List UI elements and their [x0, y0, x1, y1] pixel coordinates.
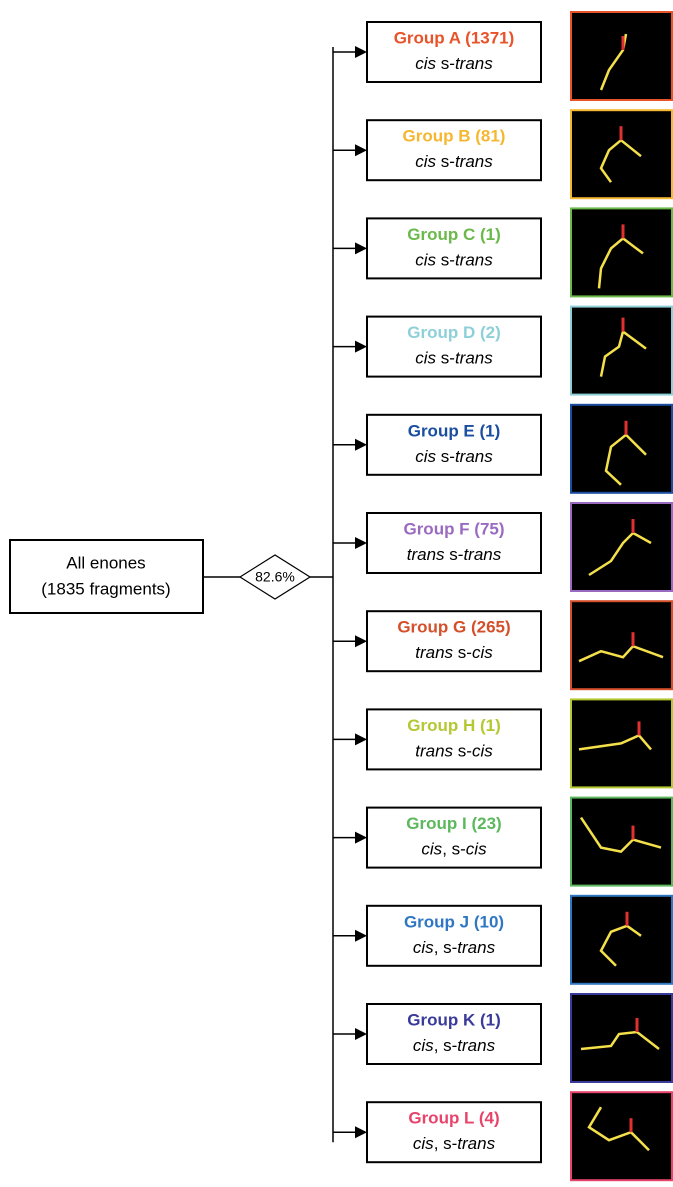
group-subtitle: cis, s-trans [413, 1135, 496, 1154]
group-subtitle: trans s-trans [407, 545, 502, 564]
subtitle-part: cis [415, 153, 436, 172]
subtitle-part: s- [436, 54, 455, 73]
subtitle-part: cis [415, 54, 436, 73]
group-subtitle: cis, s-trans [413, 1036, 496, 1055]
arrowhead [355, 439, 367, 451]
arrowhead [355, 46, 367, 58]
subtitle-part: , s- [434, 938, 458, 957]
subtitle-part: trans [415, 644, 453, 663]
thumbnail [571, 110, 672, 198]
arrowhead [355, 1028, 367, 1040]
subtitle-part: , s- [434, 1036, 458, 1055]
thumbnail [571, 405, 672, 493]
thumbnail [571, 208, 672, 296]
subtitle-part: trans [455, 153, 493, 172]
group-name: Group E (1) [408, 421, 501, 440]
arrowhead [355, 144, 367, 156]
subtitle-part: s- [445, 545, 464, 564]
subtitle-part: trans [415, 742, 453, 761]
group-name: Group K (1) [407, 1010, 501, 1029]
group-subtitle: cis, s-cis [421, 840, 487, 859]
arrowhead [355, 832, 367, 844]
group-name: Group C (1) [407, 225, 501, 244]
thumbnail [571, 994, 672, 1082]
group-name: Group B (81) [403, 127, 506, 146]
subtitle-part: , s- [434, 1135, 458, 1154]
group-name: Group I (23) [406, 814, 501, 833]
thumbnail [571, 798, 672, 886]
group-name: Group H (1) [407, 716, 501, 735]
subtitle-part: s- [436, 251, 455, 270]
arrowhead [355, 341, 367, 353]
arrowhead [355, 242, 367, 254]
subtitle-part: s- [436, 153, 455, 172]
subtitle-part: s- [436, 349, 455, 368]
decision-label: 82.6% [255, 569, 295, 585]
subtitle-part: s- [453, 644, 472, 663]
group-name: Group D (2) [407, 323, 501, 342]
diagram: All enones (1835 fragments) 82.6% Group … [0, 0, 673, 1182]
group-subtitle: cis, s-trans [413, 938, 496, 957]
page: {"root": {"lines": ["All enones", "(1835… [0, 0, 673, 1182]
group-subtitle: cis s-trans [415, 251, 493, 270]
arrowhead [355, 537, 367, 549]
subtitle-part: cis [415, 447, 436, 466]
subtitle-part: , s- [442, 840, 466, 859]
subtitle-part: cis [472, 644, 493, 663]
subtitle-part: trans [457, 1135, 495, 1154]
subtitle-part: trans [455, 54, 493, 73]
group-name: Group A (1371) [394, 28, 515, 47]
group-name: Group J (10) [404, 912, 504, 931]
subtitle-part: cis [415, 251, 436, 270]
thumbnail [571, 12, 672, 100]
thumbnail [571, 896, 672, 984]
subtitle-part: cis [413, 1036, 434, 1055]
root-label: All enones [66, 553, 145, 572]
thumbnail [571, 601, 672, 689]
subtitle-part: trans [455, 349, 493, 368]
group-subtitle: trans s-cis [415, 644, 493, 663]
subtitle-part: cis [421, 840, 442, 859]
subtitle-part: cis [466, 840, 487, 859]
arrowhead [355, 1126, 367, 1138]
subtitle-part: s- [436, 447, 455, 466]
subtitle-part: cis [413, 938, 434, 957]
group-name: Group G (265) [397, 618, 510, 637]
group-name: Group L (4) [408, 1109, 499, 1128]
group-subtitle: cis s-trans [415, 54, 493, 73]
arrowhead [355, 930, 367, 942]
subtitle-part: trans [407, 545, 445, 564]
subtitle-part: s- [453, 742, 472, 761]
group-subtitle: cis s-trans [415, 447, 493, 466]
group-subtitle: cis s-trans [415, 349, 493, 368]
group-subtitle: trans s-cis [415, 742, 493, 761]
root-box [10, 540, 203, 613]
subtitle-part: trans [457, 1036, 495, 1055]
group-name: Group F (75) [403, 519, 504, 538]
subtitle-part: cis [413, 1135, 434, 1154]
arrowhead [355, 733, 367, 745]
subtitle-part: cis [415, 349, 436, 368]
subtitle-part: cis [472, 742, 493, 761]
subtitle-part: trans [455, 251, 493, 270]
subtitle-part: trans [455, 447, 493, 466]
arrowhead [355, 635, 367, 647]
subtitle-part: trans [463, 545, 501, 564]
root-label: (1835 fragments) [41, 579, 170, 598]
group-subtitle: cis s-trans [415, 153, 493, 172]
subtitle-part: trans [457, 938, 495, 957]
